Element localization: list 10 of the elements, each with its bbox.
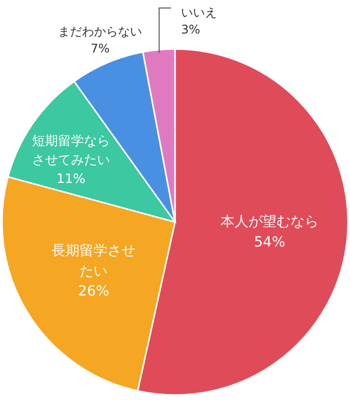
slice-label: 本人が望むなら [220, 214, 319, 230]
data-label: 26% [78, 283, 110, 300]
slice-label: いいえ [181, 6, 218, 20]
slice-label: 長期留学させたい [52, 242, 136, 280]
data-label: 3% [181, 22, 200, 37]
slice-label: まだわからない [58, 24, 142, 39]
data-label: 54% [254, 234, 286, 250]
data-label: 11% [56, 171, 86, 187]
data-label: 7% [90, 42, 110, 56]
slice-label: 短期留学ならさせてみたい [32, 134, 110, 168]
